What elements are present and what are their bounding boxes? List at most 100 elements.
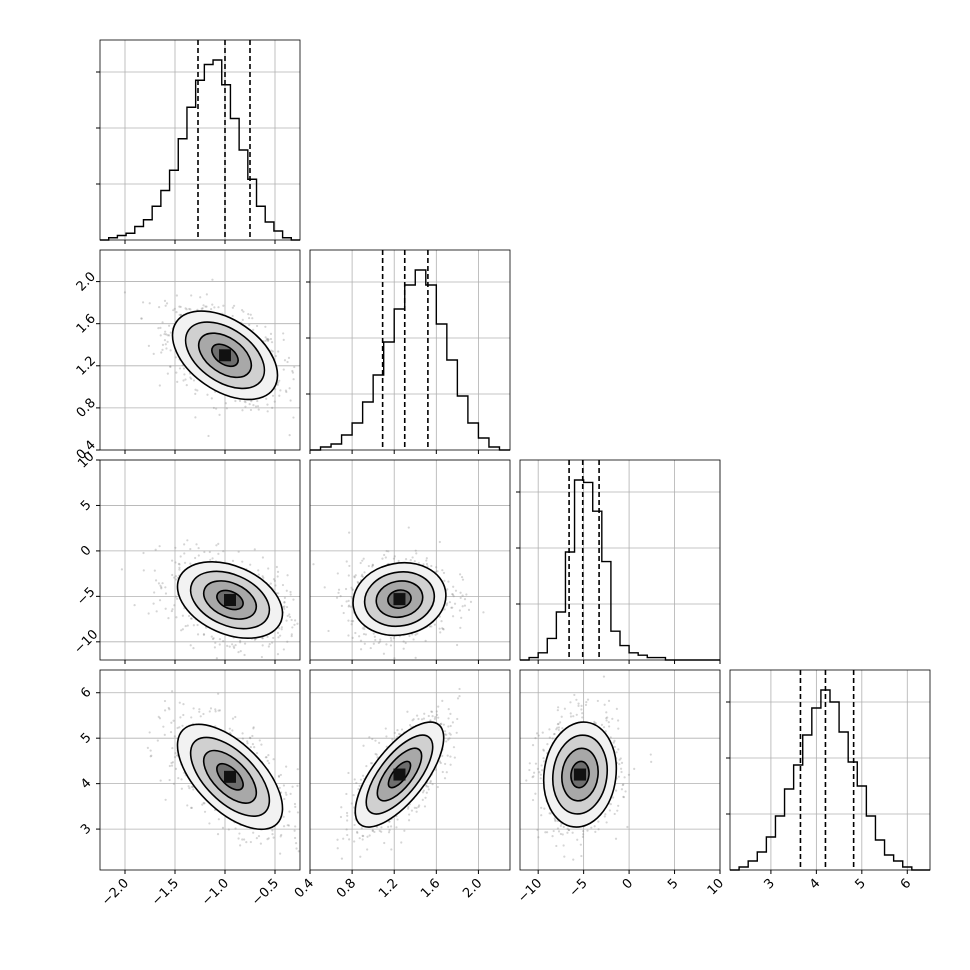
scatter-point xyxy=(356,580,359,584)
scatter-point xyxy=(277,592,280,595)
scatter-point xyxy=(447,738,450,741)
scatter-point xyxy=(289,792,292,795)
scatter-point xyxy=(227,828,230,831)
scatter-point xyxy=(449,755,452,758)
scatter-point xyxy=(458,573,462,576)
scatter-point xyxy=(461,594,464,597)
scatter-point xyxy=(422,563,425,566)
scatter-point xyxy=(266,838,269,841)
scatter-point xyxy=(163,332,166,336)
scatter-point xyxy=(196,389,199,392)
scatter-point xyxy=(542,756,545,760)
scatter-point xyxy=(196,623,199,627)
histogram-panel-1 xyxy=(306,249,511,454)
scatter-point xyxy=(580,708,583,711)
scatter-point xyxy=(211,637,215,641)
scatter-point xyxy=(388,829,391,832)
y-tick-label: 0 xyxy=(78,543,94,559)
scatter-point xyxy=(350,596,353,599)
density-peak xyxy=(393,768,406,781)
scatter-point xyxy=(210,635,213,638)
scatter-point xyxy=(393,657,396,660)
scatter-point xyxy=(291,369,294,373)
scatter-point xyxy=(437,716,440,719)
scatter-point xyxy=(203,810,207,813)
scatter-point xyxy=(294,842,298,845)
scatter-point xyxy=(179,305,182,308)
scatter-point xyxy=(288,387,291,390)
scatter-point xyxy=(209,558,212,561)
scatter-point xyxy=(420,718,424,721)
scatter-point xyxy=(378,741,381,744)
scatter-point xyxy=(266,410,269,413)
scatter-point xyxy=(157,582,161,585)
scatter-point xyxy=(441,770,444,774)
scatter-point xyxy=(250,400,253,403)
scatter-point xyxy=(286,640,289,643)
scatter-point xyxy=(359,648,363,651)
scatter-point xyxy=(293,836,297,840)
scatter-point xyxy=(184,624,187,628)
scatter-point xyxy=(213,646,217,649)
scatter-point xyxy=(528,762,531,765)
scatter-point xyxy=(339,595,342,598)
scatter-point xyxy=(222,550,225,553)
x-tick-label: −1.0 xyxy=(199,876,232,909)
scatter-point xyxy=(175,616,178,619)
scatter-point xyxy=(279,389,282,392)
scatter-point xyxy=(357,788,360,791)
scatter-point xyxy=(404,641,407,645)
scatter-point xyxy=(213,306,216,309)
y-tick-label: −10 xyxy=(71,627,101,657)
scatter-point xyxy=(170,609,173,613)
scatter-point xyxy=(261,636,264,640)
scatter-point xyxy=(249,840,252,844)
scatter-point xyxy=(286,574,289,577)
scatter-point xyxy=(272,636,275,640)
scatter-point xyxy=(446,588,449,591)
scatter-point xyxy=(425,557,428,560)
scatter-point xyxy=(649,753,652,756)
scatter-point xyxy=(458,687,461,691)
scatter-point xyxy=(159,326,162,330)
scatter-point xyxy=(217,692,220,695)
scatter-point xyxy=(282,605,285,609)
scatter-point xyxy=(185,384,188,387)
scatter-point xyxy=(393,555,396,558)
scatter-point xyxy=(273,579,276,582)
scatter-point xyxy=(296,811,300,814)
scatter-point xyxy=(411,556,414,559)
scatter-point xyxy=(272,758,275,761)
scatter-point xyxy=(163,709,167,712)
scatter-point xyxy=(192,647,195,650)
y-tick-label: 3 xyxy=(78,821,94,837)
scatter-point xyxy=(232,645,235,648)
scatter-point xyxy=(265,397,268,400)
scatter-point xyxy=(277,350,280,353)
scatter-point xyxy=(427,785,430,788)
scatter-point xyxy=(428,625,431,628)
scatter-point xyxy=(274,584,277,587)
scatter-point xyxy=(189,376,192,379)
scatter-point xyxy=(253,746,256,749)
scatter-point xyxy=(458,609,462,612)
scatter-point xyxy=(351,588,354,591)
scatter-point xyxy=(271,394,275,397)
scatter-point xyxy=(228,645,231,648)
scatter-point xyxy=(594,830,597,833)
scatter-point xyxy=(237,651,240,654)
scatter-point xyxy=(231,729,234,732)
scatter-point xyxy=(217,818,220,821)
scatter-point xyxy=(177,777,180,780)
scatter-point xyxy=(467,608,471,611)
scatter-point xyxy=(288,615,292,619)
scatter-point xyxy=(202,633,206,636)
scatter-point xyxy=(422,717,426,720)
scatter-point xyxy=(361,838,364,841)
scatter-point xyxy=(348,564,351,568)
scatter-point xyxy=(214,641,217,644)
scatter-point xyxy=(293,802,297,806)
scatter-point xyxy=(149,755,152,758)
scatter-point xyxy=(170,721,173,724)
scatter-point xyxy=(231,314,234,318)
